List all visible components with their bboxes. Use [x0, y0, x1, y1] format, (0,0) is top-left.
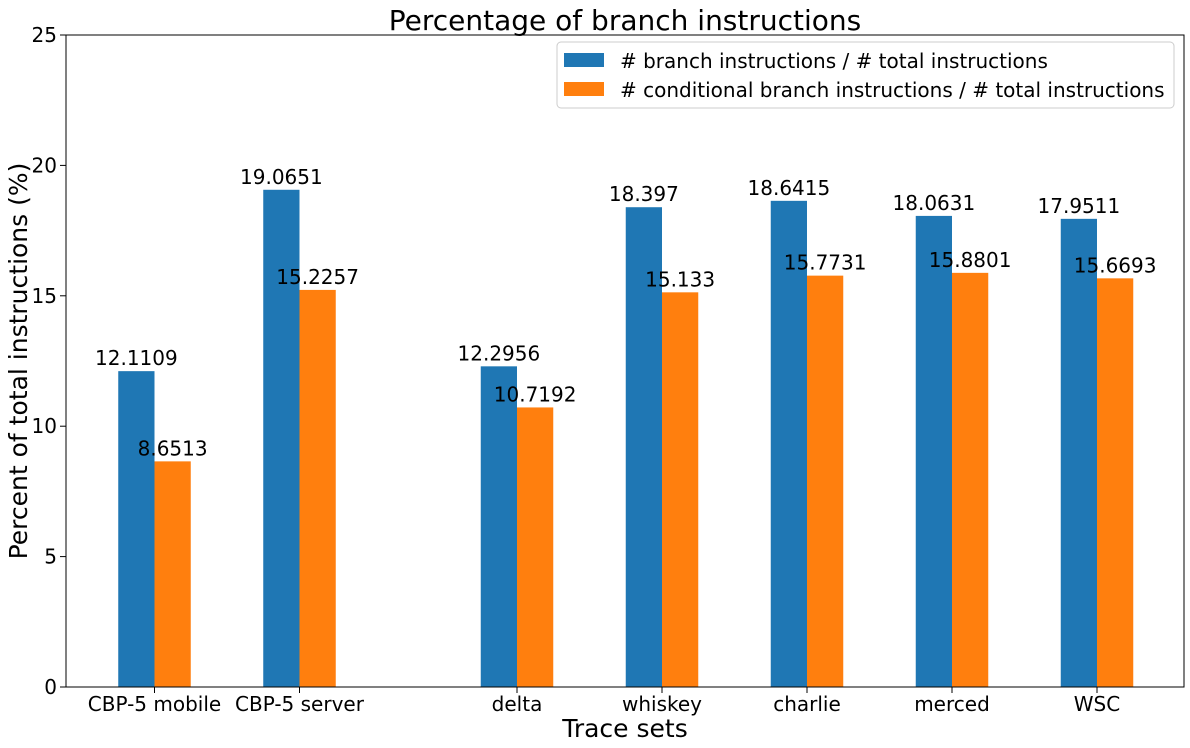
data-labels-layer: 12.1109 19.0651 12.2956 18.397 18.6415 18.063… [95, 165, 1156, 461]
bar-conditional-branch-0 [154, 461, 191, 687]
bar-conditional-branch-3 [662, 292, 699, 687]
x-axis-label: Trace sets [561, 714, 688, 743]
legend-label-conditional-branch: # conditional branch instructions / # to… [620, 78, 1165, 102]
data-label-conditional-branch-3: 15.133 [645, 267, 715, 291]
x-tick-label-4: charlie [773, 692, 841, 716]
x-tick-label-0: CBP-5 mobile [88, 692, 221, 716]
y-tick-label-1: 5 [44, 545, 57, 569]
bar-branch-2 [480, 366, 517, 687]
x-tick-label-3: whiskey [622, 692, 702, 716]
y-tick-label-5: 25 [32, 23, 57, 47]
data-label-branch-5: 18.0631 [893, 191, 976, 215]
x-axis: CBP-5 mobile CBP-5 server delta whiskey char… [88, 687, 1120, 716]
data-label-conditional-branch-1: 15.2257 [276, 265, 359, 289]
bar-branch-5 [915, 215, 952, 687]
bars-layer [118, 189, 1134, 687]
data-label-branch-1: 19.0651 [240, 165, 323, 189]
y-axis-label: Percent of total instructions (%) [4, 163, 33, 560]
bar-conditional-branch-2 [517, 407, 554, 687]
data-label-branch-3: 18.397 [609, 182, 679, 206]
legend-swatch-branch [564, 53, 604, 67]
legend-swatch-conditional-branch [564, 82, 604, 96]
legend-label-branch: # branch instructions / # total instruct… [620, 49, 1048, 73]
data-label-conditional-branch-2: 10.7192 [494, 382, 577, 406]
data-label-branch-6: 17.9511 [1038, 194, 1121, 218]
x-tick-label-2: delta [492, 692, 543, 716]
x-tick-label-5: merced [914, 692, 990, 716]
data-label-branch-2: 12.2956 [458, 341, 541, 365]
bar-branch-4 [770, 200, 807, 687]
data-label-conditional-branch-5: 15.8801 [929, 248, 1012, 272]
x-tick-label-6: WSC [1074, 692, 1120, 716]
y-tick-label-4: 20 [32, 153, 57, 177]
data-label-branch-0: 12.1109 [95, 346, 178, 370]
bar-branch-0 [118, 371, 155, 687]
legend: # branch instructions / # total instruct… [556, 41, 1175, 109]
data-label-conditional-branch-4: 15.7731 [784, 251, 867, 275]
bar-branch-6 [1060, 218, 1097, 687]
plot-frame [65, 34, 1185, 688]
x-tick-label-1: CBP-5 server [235, 692, 365, 716]
bar-branch-3 [625, 207, 662, 687]
data-label-branch-4: 18.6415 [748, 176, 831, 200]
bar-branch-1 [263, 189, 300, 687]
data-label-conditional-branch-6: 15.6693 [1074, 253, 1157, 277]
chart-title: Percentage of branch instructions [389, 4, 862, 37]
y-tick-label-3: 15 [32, 284, 57, 308]
bar-conditional-branch-4 [807, 275, 844, 687]
y-tick-label-0: 0 [44, 675, 57, 699]
legend-frame [556, 41, 1175, 109]
bar-conditional-branch-5 [952, 272, 989, 687]
data-label-conditional-branch-0: 8.6513 [138, 436, 208, 460]
y-tick-label-2: 10 [32, 414, 57, 438]
bar-conditional-branch-1 [299, 289, 336, 687]
bar-conditional-branch-6 [1097, 278, 1134, 687]
y-axis: 0 5 10 15 20 25 [32, 23, 66, 699]
